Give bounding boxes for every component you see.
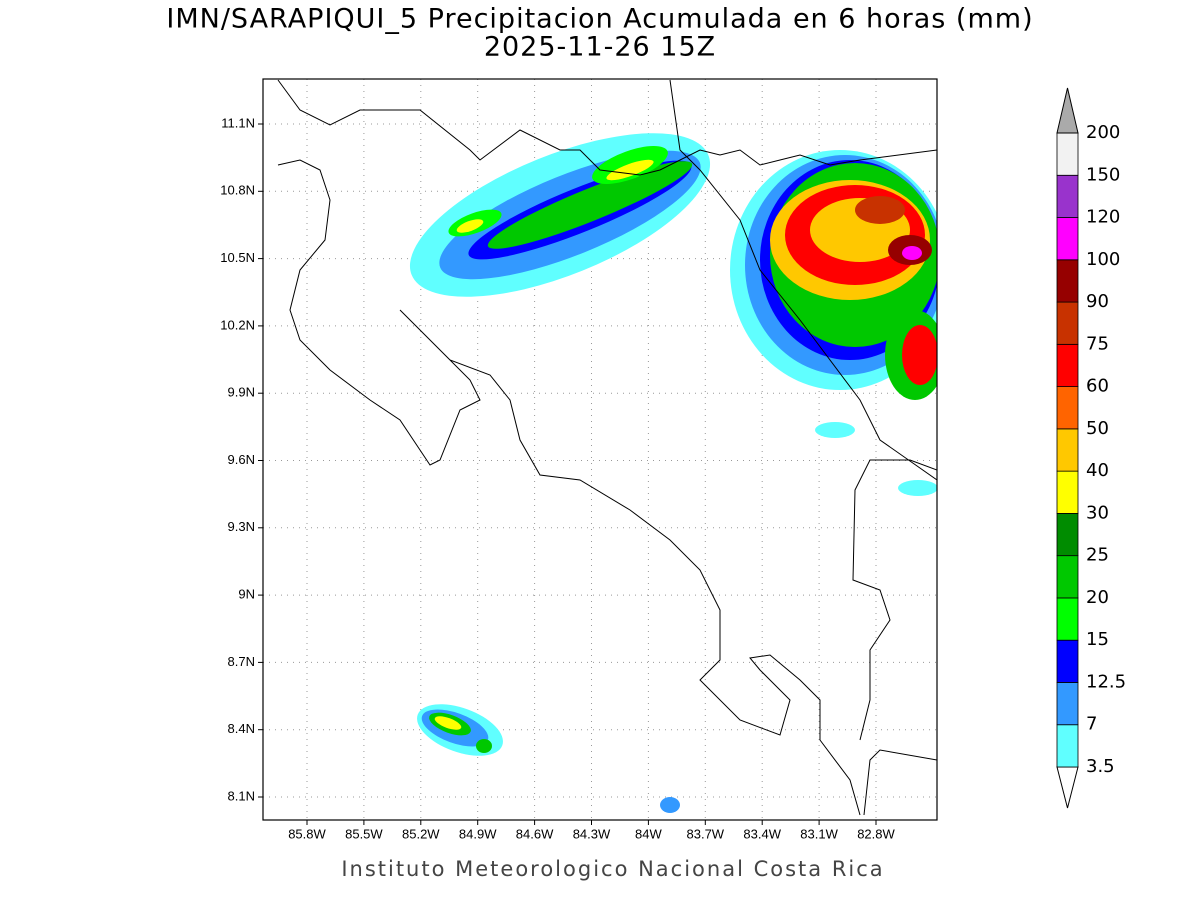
lat-label: 8.4N: [228, 721, 255, 736]
lat-label: 10.2N: [220, 317, 255, 332]
coastline: [277, 79, 937, 816]
colorbar-label: 30: [1086, 502, 1109, 523]
map-frame: [262, 78, 938, 821]
colorbar-box: [1056, 343, 1079, 388]
lon-label: 83.1W: [800, 826, 838, 841]
colorbar-label: 120: [1086, 207, 1120, 228]
colorbar-box: [1056, 174, 1079, 218]
map-area: [263, 79, 937, 820]
colorbar-label: 7: [1086, 714, 1097, 735]
lon-label: 83.7W: [687, 826, 725, 841]
lat-label: 11.1N: [221, 115, 255, 130]
colorbar-label: 3.5: [1086, 756, 1115, 777]
colorbar-box: [1056, 301, 1079, 345]
lat-label: 10.5N: [220, 250, 255, 265]
colorbar-label: 60: [1086, 376, 1109, 397]
colorbar-box: [1056, 386, 1079, 430]
colorbar: 3.5 7 12.5 15 20 25 30 40 50 60 75 90 100 120 150 200: [1056, 87, 1126, 809]
lon-label: 84W: [635, 826, 662, 841]
lat-label: 8.7N: [228, 654, 255, 669]
colorbar-box: [1056, 597, 1079, 641]
colorbar-label: 20: [1086, 587, 1109, 608]
lat-label: 10.8N: [220, 183, 255, 198]
colorbar-label: 25: [1086, 545, 1109, 566]
colorbar-box: [1056, 132, 1079, 176]
colorbar-label: 50: [1086, 418, 1109, 439]
lon-label: 83.4W: [743, 826, 781, 841]
lat-label: 9N: [238, 587, 255, 602]
lat-label: 9.6N: [228, 452, 255, 467]
colorbar-label: 75: [1086, 333, 1109, 354]
precip-field: [409, 133, 937, 813]
colorbar-arrow: [1056, 766, 1079, 809]
colorbar-label: 40: [1086, 460, 1109, 481]
colorbar-box: [1056, 470, 1079, 514]
axis-labels: 85.8W 85.5W 85.2W 84.9W 84.6W 84.3W 84W 83.7W 83…: [220, 115, 895, 841]
lon-label: 84.9W: [459, 826, 497, 841]
colorbar-label: 100: [1086, 249, 1120, 270]
lon-label: 82.8W: [857, 826, 895, 841]
lon-label: 84.6W: [516, 826, 554, 841]
colorbar-box: [1056, 428, 1079, 472]
colorbar-label: 150: [1086, 164, 1120, 185]
footer: Instituto Meteorologico Nacional Costa R…: [341, 857, 884, 881]
colorbar-box: [1056, 682, 1079, 726]
lon-label: 85.5W: [345, 826, 383, 841]
colorbar-box: [1056, 555, 1079, 599]
colorbar-label: 15: [1086, 629, 1109, 650]
colorbar-label: 12.5: [1086, 671, 1126, 692]
lat-label: 8.1N: [228, 788, 255, 803]
lon-label: 85.8W: [288, 826, 326, 841]
colorbar-label: 90: [1086, 291, 1109, 312]
colorbar-box: [1056, 513, 1079, 557]
colorbar-arrow: [1056, 87, 1079, 134]
lat-label: 9.3N: [228, 519, 255, 534]
lon-label: 84.3W: [573, 826, 611, 841]
subtitle: 2025-11-26 15Z: [484, 32, 716, 63]
colorbar-box: [1056, 639, 1079, 683]
colorbar-box: [1056, 217, 1079, 261]
lon-label: 85.2W: [402, 826, 440, 841]
colorbar-label: 200: [1086, 122, 1120, 143]
colorbar-box: [1056, 724, 1079, 768]
lat-label: 9.9N: [228, 385, 255, 400]
title: IMN/SARAPIQUI_5 Precipitacion Acumulada …: [166, 4, 1033, 35]
colorbar-box: [1056, 259, 1079, 303]
